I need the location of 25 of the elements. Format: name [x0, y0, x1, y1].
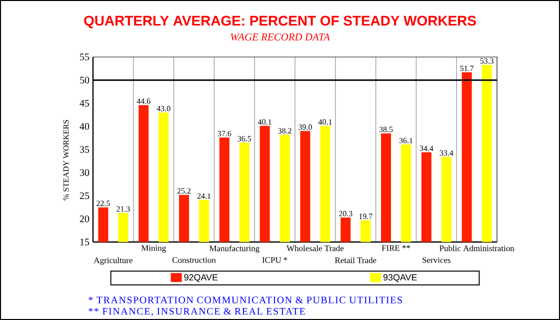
- y-tick-label: 40: [80, 123, 90, 130]
- legend-label: 93QAVE: [383, 274, 417, 282]
- chart-title: QUARTERLY AVERAGE: PERCENT OF STEADY WORKERS: [84, 16, 476, 28]
- x-tick-label: FIRE **: [382, 245, 410, 251]
- y-tick-label: 55: [80, 54, 90, 60]
- x-tick-label: Retail Trade: [334, 257, 376, 264]
- x-tick-label: Construction: [172, 257, 216, 263]
- y-tick-label: 25: [80, 192, 90, 200]
- x-tick-label: ICPU *: [262, 257, 288, 263]
- text: * TRANSPORTATION COMMUNICATION & PUBLIC UTILITIES: [88, 296, 402, 304]
- y-tick-label: 15: [80, 238, 90, 246]
- x-tick-label: Services: [422, 257, 450, 263]
- y-tick-label: 30: [80, 169, 90, 176]
- y-tick-label: 50: [80, 76, 90, 84]
- x-tick-label: Agriculture: [94, 257, 132, 265]
- y-tick-label: 20: [80, 216, 90, 222]
- x-tick-label: Wholesale Trade: [286, 245, 344, 252]
- x-tick-label: Public Administration: [440, 245, 514, 252]
- legend-label: 92QAVE: [184, 274, 218, 282]
- text: ** FINANCE, INSURANCE & REAL ESTATE: [88, 308, 305, 316]
- y-tick-label: 45: [80, 100, 90, 107]
- x-tick-label: Manufacturing: [210, 245, 260, 253]
- chart-subtitle: WAGE RECORD DATA: [230, 33, 330, 41]
- x-tick-label: Mining: [141, 245, 166, 253]
- y-tick-label: 35: [80, 146, 90, 153]
